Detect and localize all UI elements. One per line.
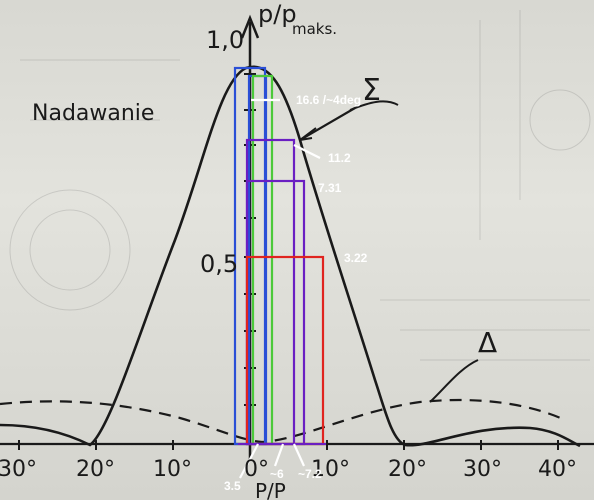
green-rect	[251, 74, 274, 446]
main-label: Nadawanie	[32, 101, 154, 126]
x-tick-label: 10°	[311, 457, 350, 482]
annotation-3-22: 3.22	[344, 251, 368, 265]
delta-symbol: Δ	[478, 326, 497, 359]
y-tick-label-1: 1,0	[206, 26, 244, 54]
y-axis-arrow	[240, 14, 260, 39]
annotation-16-6: 16.6 /~4deg	[296, 93, 361, 107]
sum-pointer	[299, 107, 356, 141]
x-tick-label: 30°	[0, 457, 37, 482]
y-axis-label: p/p	[258, 0, 297, 28]
x-tick-label: 10°	[153, 457, 192, 482]
x-tick-label: 20°	[76, 457, 115, 482]
red-rect	[245, 255, 325, 446]
y-tick-label-05: 0,5	[200, 250, 238, 278]
delta-pointer	[429, 359, 479, 403]
background-texture	[9, 10, 591, 361]
sum-symbol: Σ	[362, 73, 381, 108]
annotation-7-2: ~7.2	[298, 467, 322, 481]
annotation-11-2: 11.2	[328, 151, 351, 165]
sum-curve	[0, 65, 581, 448]
annotation-6: ~6	[270, 467, 284, 481]
x-tick-label: 20°	[388, 457, 427, 482]
x-tick-marks	[18, 440, 559, 450]
sum-pointer-tail	[349, 100, 399, 111]
sum-pointer-arrow	[299, 127, 317, 141]
annotation-marker-lines	[239, 98, 321, 479]
delta-curve	[0, 398, 566, 444]
y-axis-label-sub: maks.	[292, 20, 337, 38]
annotation-7-31: 7.31	[318, 181, 342, 195]
annotation-3-5: 3.5	[224, 479, 241, 493]
x-tick-label: 0°	[244, 457, 269, 482]
x-axis-label: P/P	[255, 479, 286, 500]
x-tick-label: 40°	[538, 457, 577, 482]
x-tick-labels: 30° 20° 10° 0° 10° 20° 30° 40°	[0, 457, 577, 482]
x-tick-label: 30°	[463, 457, 502, 482]
blue-rect-inner	[247, 74, 268, 446]
numeric-annotations: 16.6 /~4deg 11.2 7.31 3.22 3.5 ~6 ~7.2	[224, 93, 368, 493]
